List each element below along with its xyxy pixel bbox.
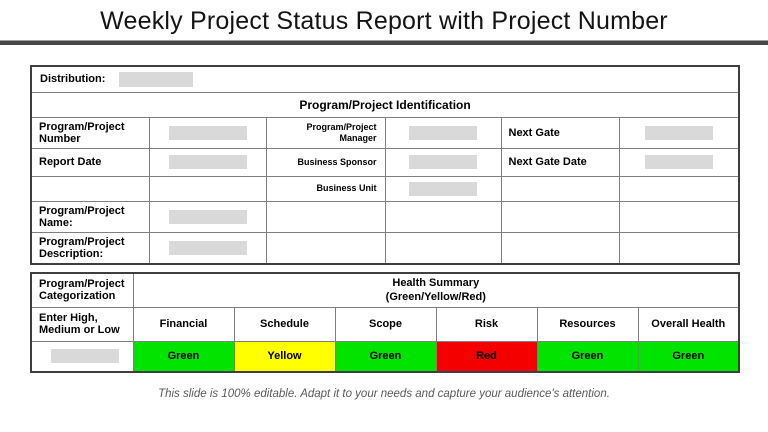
next-gate-date-placeholder[interactable] xyxy=(644,155,713,169)
project-name-value-cell xyxy=(148,200,267,233)
column-header-overall-health: Overall Health xyxy=(637,306,740,342)
column-header-scope: Scope xyxy=(334,306,437,342)
identification-section-header: Program/Project Identification xyxy=(30,91,740,118)
project-manager-placeholder[interactable] xyxy=(409,125,477,140)
editable-note: This slide is 100% editable. Adapt it to… xyxy=(158,388,610,401)
empty-cell xyxy=(618,231,740,265)
page-title: Weekly Project Status Report with Projec… xyxy=(100,7,668,35)
business-sponsor-label: Business Sponsor xyxy=(265,147,386,177)
categorization-label: Program/Project Categorization xyxy=(30,272,134,308)
next-gate-placeholder[interactable] xyxy=(644,125,713,140)
health-summary-table: Program/Project Categorization Health Su… xyxy=(30,272,741,374)
health-summary-header: Health Summary (Green/Yellow/Red) xyxy=(132,272,740,308)
project-name-row: Program/Project Name: xyxy=(30,200,740,233)
project-manager-label: Program/Project Manager xyxy=(265,116,386,149)
empty-cell xyxy=(500,200,620,233)
project-number-placeholder[interactable] xyxy=(168,125,247,140)
column-header-financial: Financial xyxy=(132,306,235,342)
identification-table: Distribution: Program/Project Identifica… xyxy=(30,65,741,265)
distribution-value-placeholder[interactable] xyxy=(119,71,194,87)
project-number-value-cell xyxy=(148,116,267,149)
project-description-placeholder[interactable] xyxy=(168,240,247,255)
business-sponsor-placeholder[interactable] xyxy=(409,155,477,169)
report-date-label: Report Date xyxy=(30,147,150,177)
status-schedule: Yellow xyxy=(233,340,336,373)
health-summary-header-line2: (Green/Yellow/Red) xyxy=(385,291,486,304)
report-date-placeholder[interactable] xyxy=(168,155,247,169)
project-name-label: Program/Project Name: xyxy=(30,200,150,233)
business-unit-placeholder[interactable] xyxy=(409,181,477,196)
status-financial: Green xyxy=(132,340,235,373)
status-scope: Green xyxy=(334,340,437,373)
health-columns-row: Enter High, Medium or Low Financial Sche… xyxy=(30,306,740,342)
column-header-schedule: Schedule xyxy=(233,306,336,342)
empty-cell xyxy=(265,200,386,233)
next-gate-value-cell xyxy=(618,116,740,149)
business-unit-value-cell xyxy=(384,175,502,202)
report-body: Distribution: Program/Project Identifica… xyxy=(30,65,741,374)
project-number-row: Program/Project Number Program/Project M… xyxy=(30,116,740,149)
project-description-row: Program/Project Description: xyxy=(30,231,740,265)
status-resources: Green xyxy=(536,340,639,373)
empty-cell xyxy=(30,175,150,202)
empty-cell xyxy=(265,231,386,265)
enter-level-label: Enter High, Medium or Low xyxy=(30,306,134,342)
empty-cell xyxy=(618,200,740,233)
next-gate-date-value-cell xyxy=(618,147,740,177)
business-sponsor-value-cell xyxy=(384,147,502,177)
empty-cell xyxy=(384,231,502,265)
column-header-risk: Risk xyxy=(435,306,538,342)
project-name-placeholder[interactable] xyxy=(168,209,247,224)
empty-cell xyxy=(384,200,502,233)
level-value-placeholder[interactable] xyxy=(51,349,119,364)
project-number-label: Program/Project Number xyxy=(30,116,150,149)
level-value-cell xyxy=(30,340,134,373)
empty-cell xyxy=(148,175,267,202)
next-gate-date-label: Next Gate Date xyxy=(500,147,620,177)
next-gate-label: Next Gate xyxy=(500,116,620,149)
empty-cell xyxy=(618,175,740,202)
project-description-label: Program/Project Description: xyxy=(30,231,150,265)
title-divider-line xyxy=(0,40,768,45)
report-date-value-cell xyxy=(148,147,267,177)
column-header-resources: Resources xyxy=(536,306,639,342)
distribution-row: Distribution: xyxy=(30,65,740,93)
status-overall-health: Green xyxy=(637,340,740,373)
business-unit-label: Business Unit xyxy=(265,175,386,202)
categorization-row: Program/Project Categorization Health Su… xyxy=(30,272,740,308)
report-date-row: Report Date Business Sponsor Next Gate D… xyxy=(30,147,740,177)
business-unit-row: Business Unit xyxy=(30,175,740,202)
project-manager-value-cell xyxy=(384,116,502,149)
empty-cell xyxy=(500,231,620,265)
empty-cell xyxy=(500,175,620,202)
health-status-row: Green Yellow Green Red Green Green xyxy=(30,340,740,373)
distribution-label: Distribution: xyxy=(40,73,106,86)
status-risk: Red xyxy=(435,340,538,373)
section-header-row: Program/Project Identification xyxy=(30,91,740,118)
distribution-cell: Distribution: xyxy=(30,65,740,93)
project-description-value-cell xyxy=(148,231,267,265)
health-summary-header-line1: Health Summary xyxy=(392,277,480,289)
